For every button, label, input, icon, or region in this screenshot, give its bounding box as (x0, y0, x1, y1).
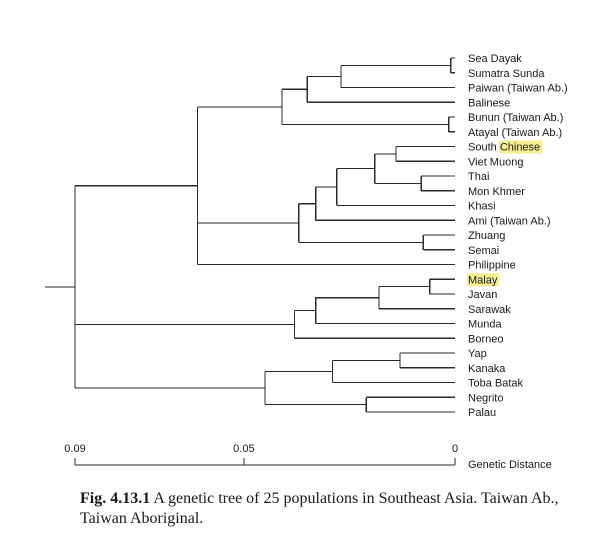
leaf-text: Yap (468, 348, 487, 360)
leaf-text: Mon Khmer (468, 186, 525, 198)
dendrogram-branches (45, 57, 455, 413)
leaf-text: Balinese (468, 97, 510, 109)
leaf-text: Negrito (468, 392, 503, 404)
leaf-label: Borneo (468, 333, 503, 345)
leaf-text: Javan (468, 289, 497, 301)
highlighted-leaf-text: Chinese (500, 142, 540, 154)
leaf-label: Zhuang (468, 230, 505, 242)
leaf-text: Sarawak (468, 304, 511, 316)
caption-text: A genetic tree of 25 populations in Sout… (80, 490, 559, 527)
leaf-label: Kanaka (468, 363, 506, 375)
leaf-label: Semai (468, 245, 499, 257)
leaf-label: Sea Dayak (468, 53, 522, 65)
figure-caption: Fig. 4.13.1 A genetic tree of 25 populat… (80, 489, 580, 529)
leaf-text: Palau (468, 407, 496, 419)
leaf-label: Negrito (468, 392, 503, 404)
axis-tick-label: 0 (452, 443, 458, 455)
leaf-label: Sarawak (468, 304, 511, 316)
leaf-label: Balinese (468, 97, 510, 109)
distance-axis: 0.09 0.05 0 Genetic Distance (64, 443, 551, 471)
leaf-label: Bunun (Taiwan Ab.) (468, 112, 563, 124)
leaf-label: Ami (Taiwan Ab.) (468, 215, 551, 227)
leaf-label: Atayal (Taiwan Ab.) (468, 127, 562, 139)
leaf-label: Mon Khmer (468, 186, 525, 198)
leaf-text: Atayal (Taiwan Ab.) (468, 127, 562, 139)
leaf-text: Ami (Taiwan Ab.) (468, 215, 551, 227)
leaf-label: Palau (468, 407, 496, 419)
leaf-label: South Chinese (468, 142, 540, 154)
leaf-text: Zhuang (468, 230, 505, 242)
highlight-mark (498, 140, 543, 154)
dendrogram-leaf-labels: Sea Dayak Sumatra Sunda Paiwan (Taiwan Ab.… (467, 53, 568, 419)
highlighted-leaf-text: Malay (468, 274, 498, 286)
leaf-label: Philippine (468, 260, 516, 272)
axis-tick-label: 0.09 (64, 443, 85, 455)
leaf-text: Thai (468, 171, 489, 183)
leaf-text: Kanaka (468, 363, 506, 375)
leaf-label: Munda (468, 319, 503, 331)
leaf-label: Viet Muong (468, 156, 523, 168)
leaf-text: Munda (468, 319, 503, 331)
leaf-text: Khasi (468, 201, 496, 213)
leaf-text: Sumatra Sunda (468, 68, 545, 80)
leaf-label: Toba Batak (468, 378, 524, 390)
highlight-mark (467, 273, 500, 287)
leaf-label: Paiwan (Taiwan Ab.) (468, 83, 568, 95)
axis-title: Genetic Distance (468, 459, 552, 471)
leaf-text: Bunun (Taiwan Ab.) (468, 112, 563, 124)
leaf-label: Khasi (468, 201, 496, 213)
leaf-text: Semai (468, 245, 499, 257)
leaf-text: Philippine (468, 260, 516, 272)
leaf-text: Viet Muong (468, 156, 523, 168)
leaf-text: South (468, 142, 500, 154)
leaf-label: Malay (468, 274, 498, 286)
leaf-label: Yap (468, 348, 487, 360)
leaf-text: Paiwan (Taiwan Ab.) (468, 83, 568, 95)
figure-number: Fig. 4.13.1 (80, 490, 151, 507)
leaf-text: Toba Batak (468, 378, 524, 390)
leaf-label: Sumatra Sunda (468, 68, 545, 80)
leaf-text: Sea Dayak (468, 53, 522, 65)
leaf-label: Javan (468, 289, 497, 301)
axis-tick-label: 0.05 (233, 443, 254, 455)
leaf-text: Borneo (468, 333, 503, 345)
leaf-label: Thai (468, 171, 489, 183)
